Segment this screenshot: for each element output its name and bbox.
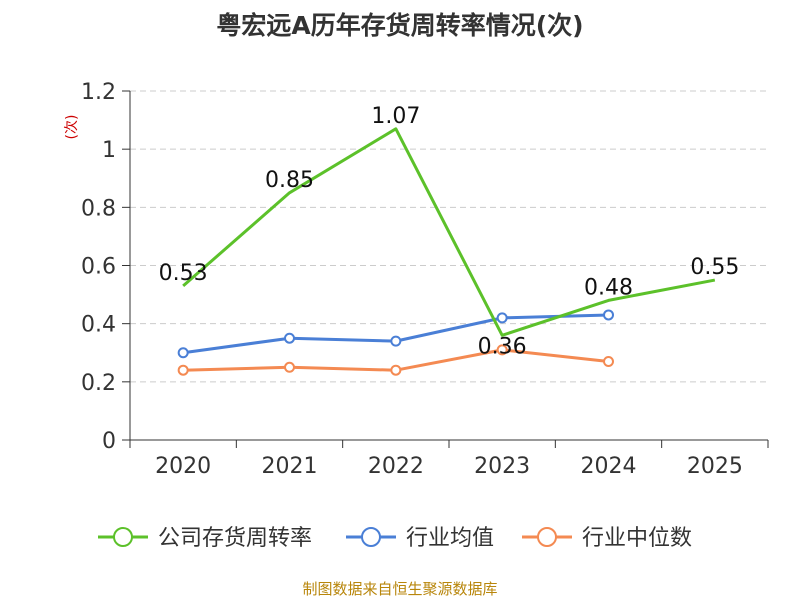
data-source-note: 制图数据来自恒生聚源数据库 [302,580,498,598]
data-label: 0.48 [584,275,633,300]
legend-marker [361,527,381,547]
legend-marker [537,527,557,547]
data-label: 0.36 [478,334,527,359]
data-point [177,347,189,359]
y-tick-label: 1.2 [81,80,116,105]
data-label: 1.07 [371,104,420,129]
data-point [603,309,614,321]
data-point [496,344,508,356]
data-label: 0.53 [159,261,208,286]
x-tick-label: 2022 [368,454,424,479]
legend-marker [113,527,133,547]
legend-label: 行业均值 [406,526,494,551]
data-point [284,361,295,373]
y-axis-unit-label: (次) [64,115,80,140]
x-tick-label: 2025 [687,454,743,479]
x-tick-label: 2024 [581,454,637,479]
data-point [390,335,402,347]
y-tick-label: 0.2 [81,371,116,396]
x-tick-label: 2021 [262,454,318,479]
legend-label: 公司存货周转率 [158,526,312,551]
data-point [177,364,189,376]
data-label: 0.55 [690,255,739,280]
y-tick-label: 0.6 [81,255,116,280]
data-point [390,364,402,376]
chart-title: 粤宏远A历年存货周转率情况(次) [216,11,584,40]
y-tick-label: 0 [102,429,116,454]
legend-label: 行业中位数 [582,526,692,551]
series-line-0 [182,127,716,337]
data-point [603,355,614,367]
y-tick-label: 0.4 [81,313,116,338]
y-tick-label: 0.8 [81,196,116,221]
data-point [496,312,508,324]
x-tick-label: 2023 [474,454,530,479]
y-tick-label: 1 [102,138,116,163]
data-label: 0.85 [265,168,314,193]
x-tick-label: 2020 [155,454,211,479]
data-point [284,332,295,344]
